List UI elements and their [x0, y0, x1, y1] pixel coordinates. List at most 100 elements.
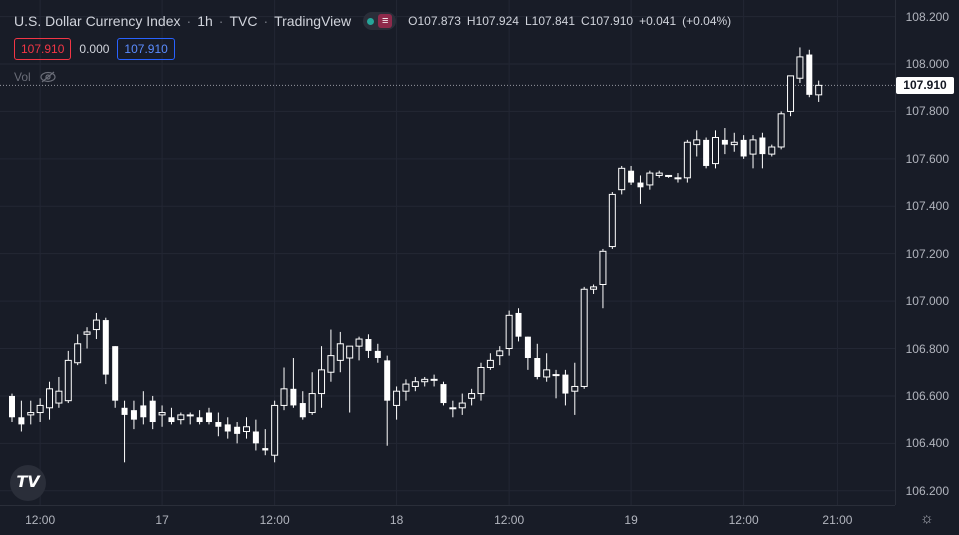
- candle-body-up: [768, 146, 776, 155]
- candle-body-down: [515, 312, 522, 337]
- candle: [571, 362, 579, 415]
- candle: [618, 165, 626, 195]
- candle: [140, 391, 147, 425]
- candle-body-down: [234, 426, 241, 434]
- price-tick-label: 106.400: [905, 436, 949, 451]
- candle-body-up: [655, 172, 663, 176]
- candle: [730, 132, 738, 152]
- time-axis[interactable]: 12:00 17 12:00 18 12:00 19 12:00 21:00: [0, 505, 895, 535]
- candle-body-down: [759, 137, 766, 155]
- price-tick-label: 106.600: [905, 388, 949, 403]
- candle: [449, 400, 457, 418]
- separator-dot: ·: [263, 13, 269, 29]
- low-value: 107.841: [531, 14, 576, 28]
- candle-body-up: [27, 412, 35, 416]
- ohlc-values: O107.873 H107.924 L107.841 C107.910 +0.041 (+…: [408, 14, 737, 28]
- volume-indicator[interactable]: Vol: [14, 70, 57, 84]
- source-label: TradingView: [274, 13, 352, 29]
- candle: [486, 353, 494, 370]
- price-tick-label: 107.800: [905, 104, 949, 119]
- candle: [205, 407, 212, 425]
- candle: [759, 132, 766, 169]
- price-tick-label: 107.400: [905, 199, 949, 214]
- buy-price-button[interactable]: 107.910: [117, 38, 175, 60]
- candle-body-down: [262, 448, 269, 451]
- candle-body-up: [796, 56, 804, 79]
- candle: [9, 393, 15, 423]
- candle: [608, 192, 616, 249]
- time-tick-label: 12:00: [728, 513, 759, 527]
- eye-off-icon[interactable]: [39, 71, 57, 83]
- separator-dot: ·: [218, 13, 224, 29]
- candle-body-down: [534, 358, 541, 377]
- candle: [430, 374, 438, 387]
- candle: [27, 400, 35, 425]
- candle-body-up: [271, 404, 279, 456]
- candle-body-down: [215, 422, 222, 427]
- candle-body-up: [505, 314, 513, 350]
- candle-body-down: [740, 139, 747, 157]
- candle: [683, 139, 691, 183]
- candle: [336, 331, 344, 373]
- candle: [815, 80, 823, 102]
- candle-body-up: [674, 177, 682, 180]
- candle: [787, 75, 795, 117]
- candle-body-up: [693, 139, 701, 146]
- candle: [186, 412, 194, 425]
- candle-body-up: [308, 393, 316, 414]
- candle-body-up: [468, 393, 476, 399]
- candle: [102, 317, 109, 385]
- candle-body-down: [9, 395, 15, 418]
- candle-body-up: [458, 402, 466, 409]
- candle-body-up: [55, 390, 63, 404]
- gear-icon[interactable]: ☼: [920, 510, 934, 527]
- change-percent: (+0.04%): [682, 14, 732, 28]
- candle-body-down: [130, 410, 137, 420]
- candle: [496, 346, 504, 366]
- candle-body-up: [64, 359, 72, 402]
- candle: [796, 47, 804, 83]
- candle-body-down: [562, 374, 569, 394]
- price-tick-label: 107.600: [905, 151, 949, 166]
- candle-body-up: [486, 359, 494, 368]
- candle: [196, 410, 203, 425]
- candle-body-down: [365, 339, 372, 351]
- candle-body-down: [252, 431, 259, 444]
- time-tick-label: 21:00: [822, 513, 853, 527]
- candle: [55, 376, 63, 408]
- candle: [318, 346, 326, 408]
- price-tick-label: 107.200: [905, 246, 949, 261]
- high-label: H: [466, 14, 476, 28]
- candle: [740, 135, 747, 159]
- interval-label[interactable]: 1h: [197, 13, 213, 29]
- market-status-pill[interactable]: ≡: [363, 12, 397, 30]
- candle-body-up: [158, 412, 166, 416]
- time-tick-label: 12:00: [25, 513, 56, 527]
- price-axis[interactable]: 108.200 108.000 107.800 107.600 107.400 107.2…: [895, 0, 959, 505]
- symbol-name[interactable]: U.S. Dollar Currency Index: [14, 13, 181, 29]
- candle: [121, 400, 128, 463]
- candle-body-down: [806, 54, 813, 95]
- candle-body-down: [205, 412, 212, 423]
- price-tick-label: 106.200: [905, 483, 949, 498]
- candle: [637, 175, 644, 204]
- open-label: O: [408, 14, 418, 28]
- candle-body-up: [318, 369, 326, 395]
- chart-plot-area[interactable]: [0, 0, 895, 505]
- candle-body-up: [646, 172, 654, 186]
- candle-body-up: [777, 113, 785, 148]
- candle-body-up: [496, 350, 504, 357]
- candle-body-down: [299, 403, 306, 418]
- candle-body-up: [402, 383, 410, 392]
- candle-body-down: [140, 405, 147, 418]
- price-tick-label: 107.000: [905, 294, 949, 309]
- candle-body-up: [683, 141, 691, 179]
- candle: [599, 248, 607, 309]
- tradingview-logo-icon[interactable]: 𝙏𝙑: [10, 465, 46, 501]
- candle: [355, 336, 363, 361]
- sell-price-button[interactable]: 107.910: [14, 38, 72, 60]
- candle-body-up: [36, 404, 44, 414]
- candle: [290, 358, 297, 408]
- candle-body-down: [149, 400, 156, 423]
